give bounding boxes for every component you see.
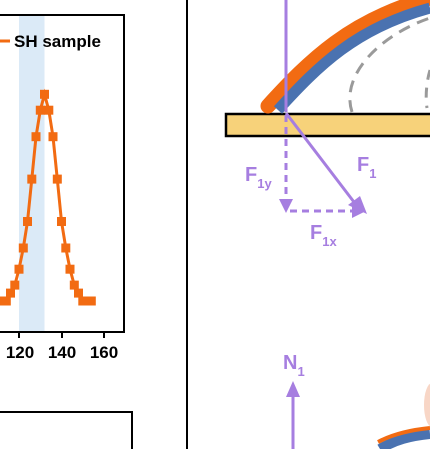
data-point	[52, 174, 62, 184]
legend-label: SH sample	[14, 32, 101, 51]
label-n1: N1	[283, 352, 305, 379]
substrate-bar	[224, 112, 430, 138]
f1x-arrowhead	[352, 204, 366, 218]
plot-frame	[0, 14, 125, 333]
data-point	[78, 296, 88, 306]
data-point	[69, 280, 79, 290]
data-point	[40, 89, 49, 99]
data-point	[6, 288, 15, 298]
series-sh-sample	[0, 88, 96, 306]
data-point	[86, 296, 96, 306]
n1-arrowhead	[286, 381, 300, 397]
data-point	[10, 280, 20, 290]
data-point	[44, 105, 54, 115]
lower-film-edge	[377, 426, 430, 444]
legend: SH sample	[0, 32, 101, 51]
data-point	[14, 264, 24, 274]
data-point	[31, 132, 41, 142]
f1y-arrowhead	[279, 199, 293, 213]
data-point	[57, 217, 66, 226]
lower-box	[0, 411, 133, 449]
label-f1y: F1y	[245, 164, 272, 191]
f1-arrow	[284, 112, 359, 207]
film-orange-edge	[260, 0, 430, 114]
data-point	[74, 288, 83, 298]
series-line	[0, 88, 92, 303]
x-tick-label-160: 160	[90, 343, 118, 362]
x-tick-label-120: 120	[6, 343, 34, 362]
data-point	[0, 296, 3, 306]
label-f1x: F1x	[310, 222, 337, 249]
chart-panel: 120 140 160 SH sample	[0, 14, 133, 449]
faint-highlight	[424, 383, 430, 427]
data-point	[27, 174, 37, 184]
force-diagram: F1y F1 F1x N1	[224, 0, 430, 449]
data-point	[1, 296, 11, 306]
data-point	[23, 217, 32, 226]
dashed-arc-right	[424, 69, 430, 109]
data-point	[18, 243, 28, 253]
data-point	[48, 132, 58, 142]
lower-film	[377, 429, 430, 449]
film-blue-body	[273, 2, 430, 114]
x-tick-label-140: 140	[48, 343, 76, 362]
label-f1: F1	[357, 154, 376, 181]
data-point	[65, 264, 75, 274]
data-point	[61, 243, 71, 253]
x-ticks	[18, 332, 105, 338]
data-point	[35, 105, 45, 115]
